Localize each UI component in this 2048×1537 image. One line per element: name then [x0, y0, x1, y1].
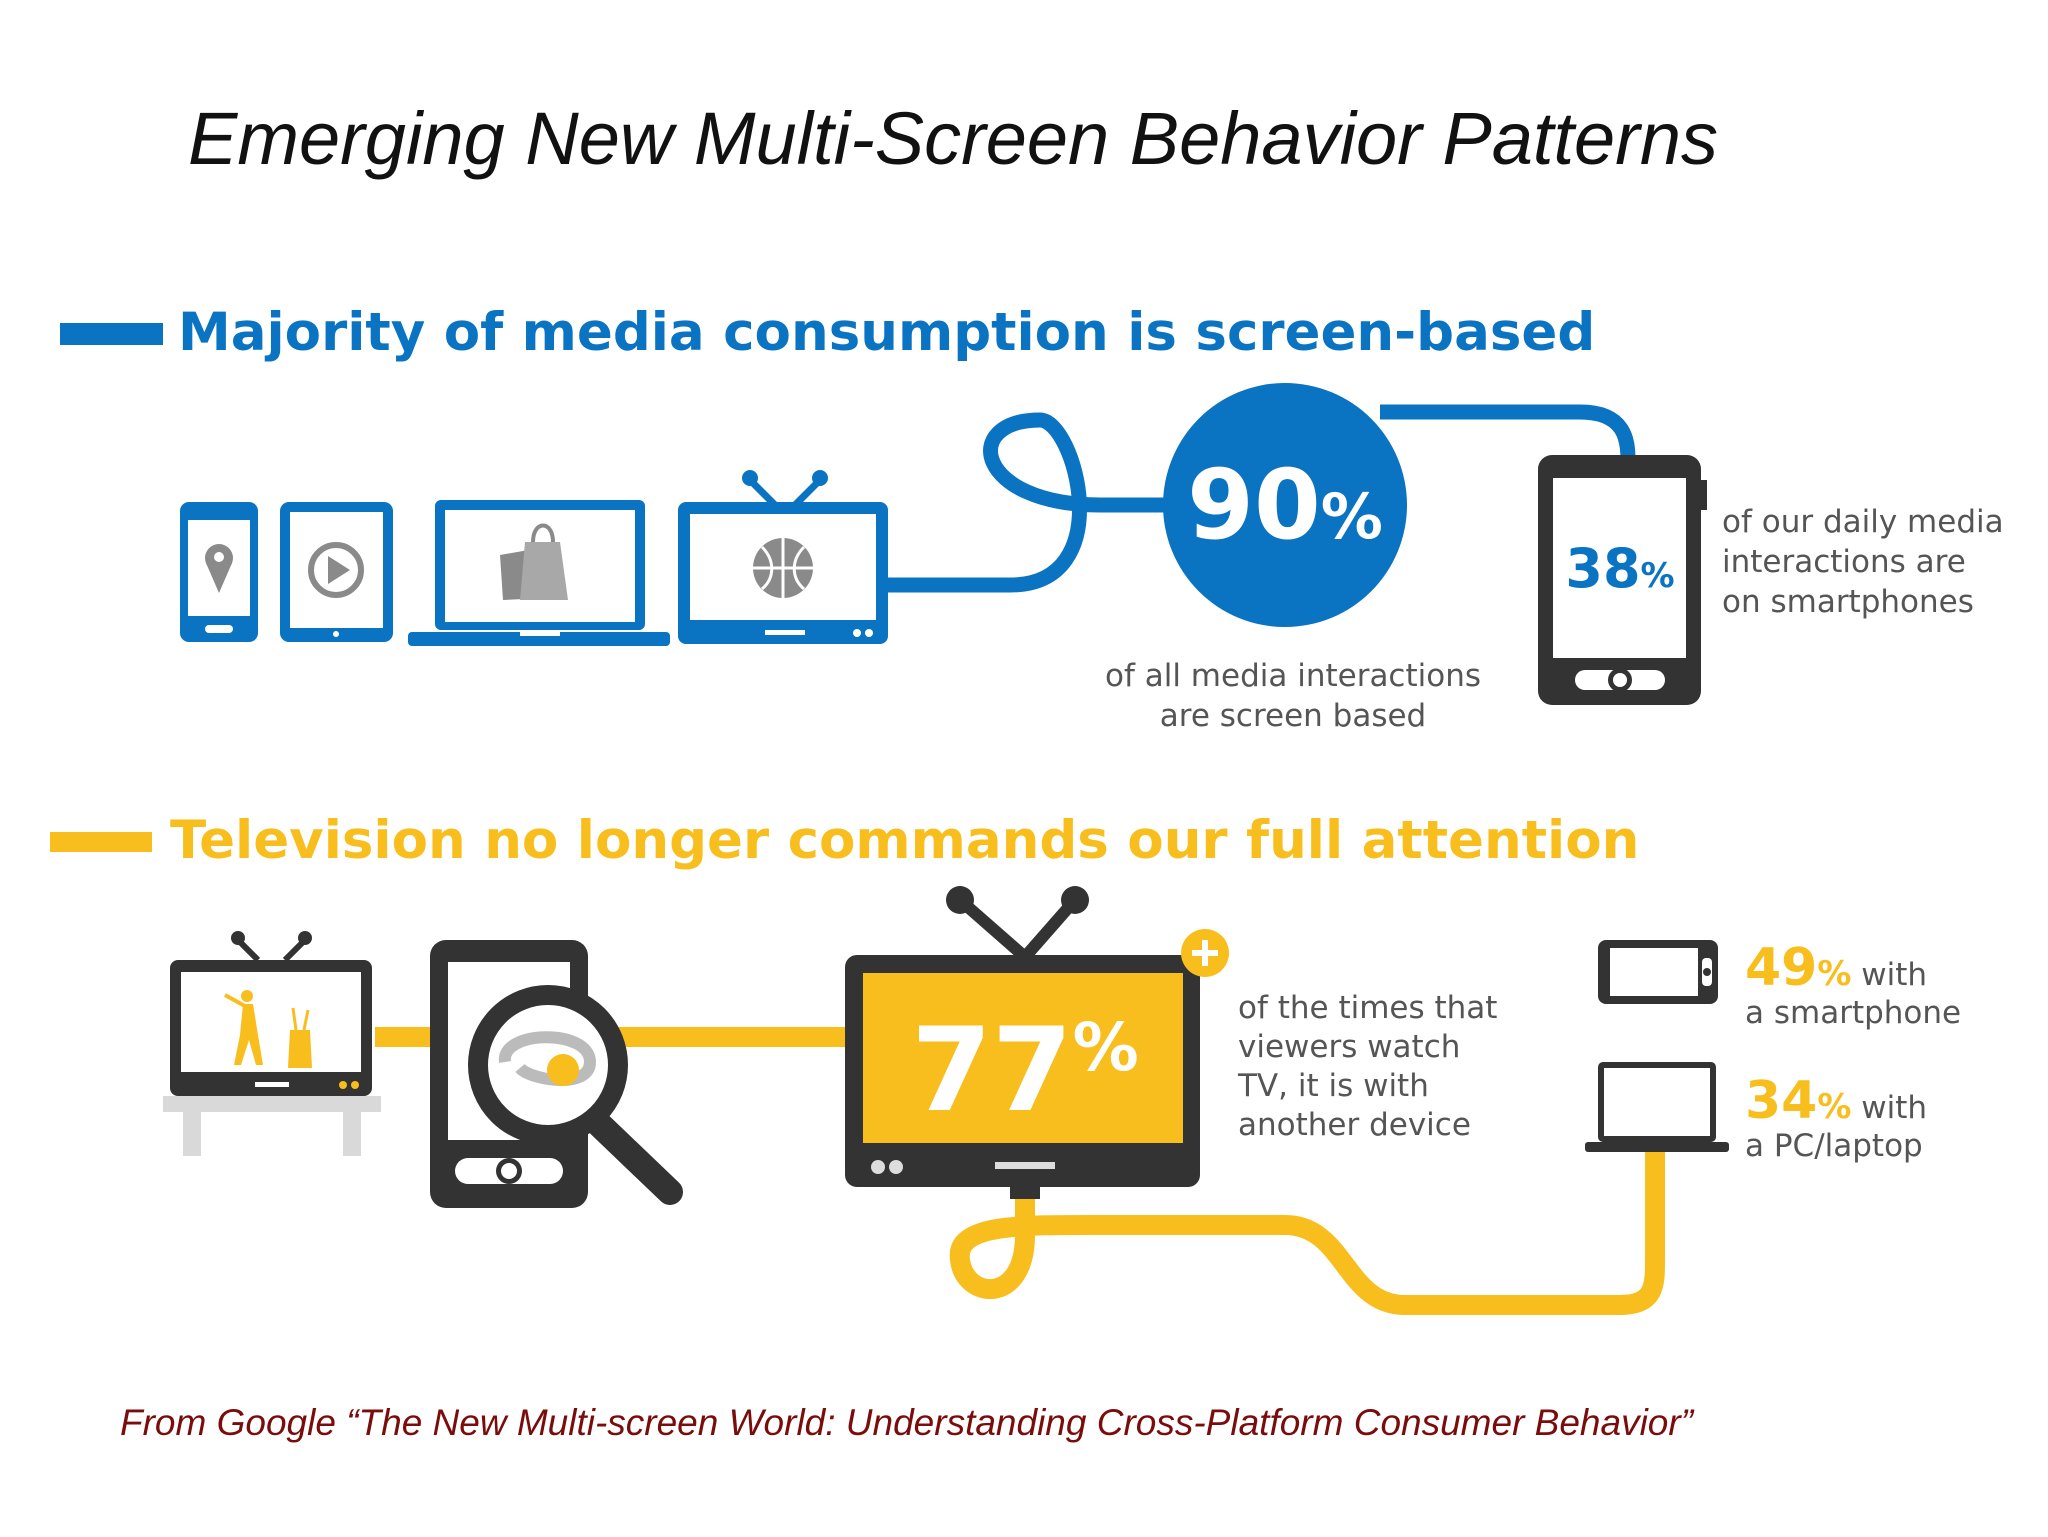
laptop-shopping-bag-icon	[408, 500, 670, 646]
stat-34-line-2: a PC/laptop	[1745, 1128, 1923, 1164]
stat-90-caption-line-2: are screen based	[1160, 698, 1426, 734]
section-1-heading-bar	[60, 323, 163, 345]
section-2-heading-bar	[50, 832, 152, 852]
stat-49-line-1: 49% with	[1745, 938, 1927, 998]
stat-77-caption-line-3: TV, it is with	[1237, 1068, 1429, 1104]
smartphone-icon	[1538, 455, 1707, 705]
stat-90-caption-line-1: of all media interactions	[1105, 658, 1481, 694]
section-1-connector	[875, 412, 1165, 593]
smartphone-map-pin-icon	[180, 502, 258, 642]
smartphone-search-icon	[430, 940, 683, 1208]
tv-plus-icon	[845, 886, 1229, 1199]
stat-38-value: 38%	[1565, 537, 1674, 600]
stat-38-caption-line-3: on smartphones	[1722, 584, 1974, 620]
stat-38-caption-line-1: of our daily media	[1722, 504, 2004, 540]
section-2-heading: Television no longer commands our full a…	[170, 810, 1639, 871]
stat-77-caption-line-1: of the times that	[1238, 990, 1497, 1026]
stat-38-caption-line-2: interactions are	[1722, 544, 1966, 580]
section-2-connector-loop	[949, 1145, 1665, 1315]
stat-90-value: 90%	[1187, 449, 1383, 561]
stat-77-value: 77%	[911, 1003, 1139, 1138]
stat-49-line-2: a smartphone	[1745, 995, 1961, 1031]
section-1-connector-phone	[1380, 404, 1636, 461]
stat-34-line-1: 34% with	[1745, 1071, 1927, 1131]
source-citation: From Google “The New Multi-screen World:…	[120, 1402, 1694, 1443]
stat-90-circle	[1163, 383, 1407, 627]
stat-77-caption-line-2: viewers watch	[1238, 1029, 1460, 1065]
tv-golf-icon	[163, 931, 381, 1156]
section-2: Television no longer commands our full a…	[50, 810, 1961, 1315]
laptop-icon	[1585, 1062, 1729, 1152]
smartphone-landscape-icon	[1598, 940, 1718, 1004]
tv-basketball-icon	[678, 470, 888, 644]
stat-77-caption-line-4: another device	[1238, 1107, 1471, 1143]
section-1: Majority of media consumption is screen-…	[60, 302, 2004, 734]
tablet-play-icon	[280, 502, 393, 642]
slide-title: Emerging New Multi-Screen Behavior Patte…	[188, 97, 1718, 180]
section-1-heading: Majority of media consumption is screen-…	[178, 302, 1595, 363]
